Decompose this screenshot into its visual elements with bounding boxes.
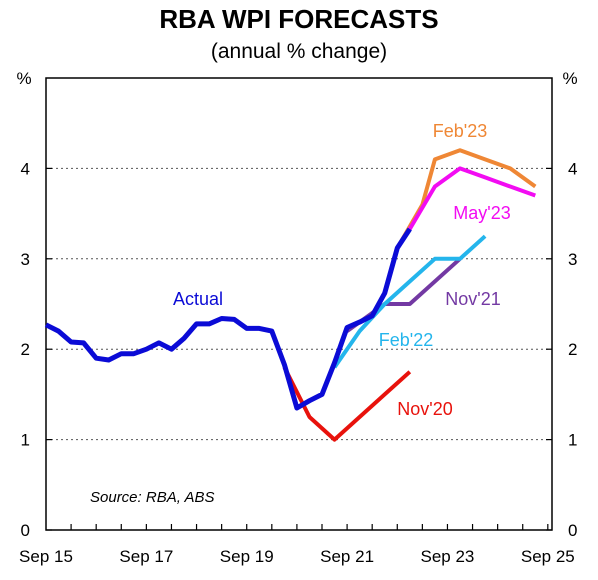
xtick-label: Sep 23 — [421, 547, 475, 566]
ytick-label-left-3: 3 — [21, 250, 30, 269]
plot-frame — [45, 77, 553, 531]
ytick-label-right-1: 1 — [568, 431, 577, 450]
ytick-label-right-0: 0 — [568, 521, 577, 540]
xtick-label: Sep 15 — [19, 547, 73, 566]
ytick-label-right-3: 3 — [568, 250, 577, 269]
ytick-label-left-1: 1 — [21, 431, 30, 450]
series-label-nov-20: Nov'20 — [397, 399, 452, 419]
series-label-feb-22: Feb'22 — [379, 330, 433, 350]
y-axis-label-right: % — [562, 69, 577, 88]
y-axis-label-left: % — [16, 69, 31, 88]
ytick-label-right-2: 2 — [568, 340, 577, 359]
ytick-label-left-2: 2 — [21, 340, 30, 359]
xtick-label: Sep 17 — [119, 547, 173, 566]
ytick-label-left-4: 4 — [21, 159, 30, 178]
series-line-feb-23 — [395, 148, 537, 250]
xtick-label: Sep 25 — [521, 547, 575, 566]
series-label-actual: Actual — [173, 289, 223, 309]
series-line-actual — [44, 227, 412, 411]
series-label-feb-23: Feb'23 — [433, 121, 487, 141]
ytick-label-left-0: 0 — [21, 521, 30, 540]
ytick-label-right-4: 4 — [568, 159, 577, 178]
series-line-nov-20 — [282, 366, 412, 442]
xtick-label: Sep 21 — [320, 547, 374, 566]
source-note: Source: RBA, ABS — [90, 489, 215, 506]
series-line-feb-22 — [332, 234, 487, 369]
xtick-label: Sep 19 — [220, 547, 274, 566]
series-label-may-23: May'23 — [453, 203, 510, 223]
series-label-nov-21: Nov'21 — [445, 289, 500, 309]
chart-title: RBA WPI FORECASTS — [159, 4, 439, 34]
chart-subtitle: (annual % change) — [210, 40, 388, 63]
